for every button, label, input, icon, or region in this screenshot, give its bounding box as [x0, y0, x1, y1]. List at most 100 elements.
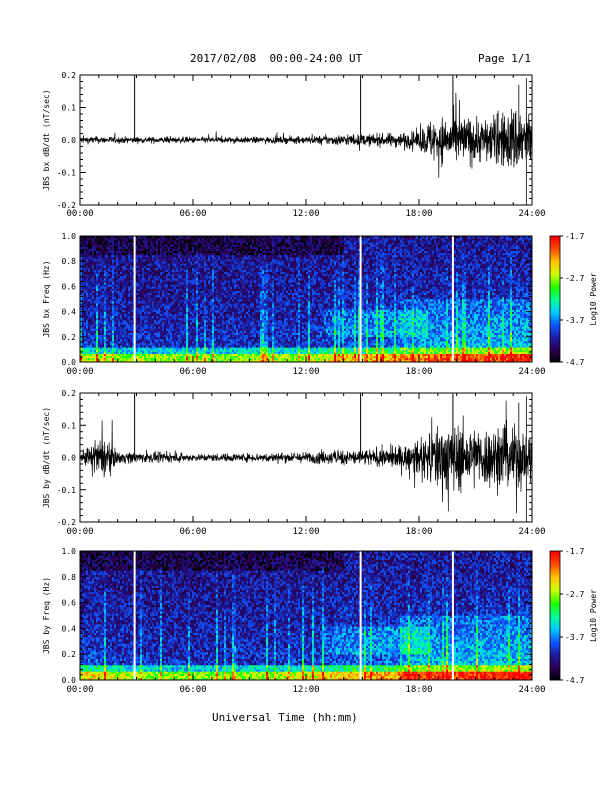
colorbar-step: [550, 643, 560, 646]
y-tick-label: 0.0: [62, 676, 77, 685]
colorbar-step: [550, 566, 560, 569]
colorbar-step: [550, 617, 560, 621]
colorbar-step: [550, 591, 560, 595]
y-tick-label: 0.0: [62, 358, 77, 367]
colorbar-step: [550, 604, 560, 608]
colorbar-step: [550, 315, 560, 319]
colorbar-step: [550, 336, 560, 340]
colorbar-step: [550, 581, 560, 584]
colorbar-step: [550, 240, 560, 243]
colorbar-step: [550, 576, 560, 580]
colorbar-step: [550, 639, 560, 642]
spectrogram-cells: [80, 551, 533, 681]
y-tick-label: -0.2: [57, 518, 76, 527]
y-tick-label: -0.1: [57, 486, 76, 495]
colorbar-step: [550, 301, 560, 304]
colorbar-step: [550, 619, 560, 623]
colorbar-step: [550, 290, 560, 294]
colorbar-step: [550, 349, 560, 352]
colorbar-step: [550, 313, 560, 317]
dbdt-trace: [79, 400, 533, 514]
colorbar-step: [550, 583, 560, 586]
colorbar-tick-label: -1.7: [565, 547, 584, 556]
colorbar-step: [550, 621, 560, 625]
colorbar-step: [550, 359, 560, 363]
y-tick-label: 0.0: [62, 136, 77, 145]
colorbar-step: [550, 341, 560, 344]
x-tick-label: 18:00: [405, 367, 432, 377]
colorbar-label: Log10 Power: [589, 272, 598, 325]
colorbar-step: [550, 257, 560, 260]
colorbar-step: [550, 347, 560, 350]
x-tick-label: 06:00: [179, 209, 206, 219]
colorbar-step: [550, 282, 560, 285]
colorbar-step: [550, 667, 560, 670]
colorbar-step: [550, 587, 560, 591]
y-tick-label: -0.1: [57, 169, 76, 178]
colorbar-step: [550, 303, 560, 306]
x-tick-label: 24:00: [518, 367, 545, 377]
by-spectrogram-panel: -1.7 -2.7 -3.7 -4.7 Log10 Power 00:00 06:00 12:…: [42, 547, 598, 695]
x-tick-label: 24:00: [518, 527, 545, 537]
data-gap: [359, 551, 362, 680]
colorbar-step: [550, 626, 560, 629]
y-axis-label: JBS bx dB/dt (nT/sec): [42, 89, 51, 190]
colorbar-step: [550, 664, 560, 668]
colorbar-step: [550, 656, 560, 659]
colorbar-step: [550, 602, 560, 606]
y-tick-label: 0.8: [62, 257, 77, 266]
colorbar-step: [550, 634, 560, 638]
colorbar-step: [550, 555, 560, 558]
x-tick-label: 18:00: [405, 209, 432, 219]
y-tick-label: 1.0: [62, 232, 77, 241]
colorbar-step: [550, 248, 560, 252]
y-tick-label: -0.2: [57, 201, 76, 210]
colorbar-tick-label: -1.7: [565, 232, 584, 241]
colorbar-step: [550, 677, 560, 681]
colorbar-step: [550, 585, 560, 588]
colorbar-tick-label: -3.7: [565, 316, 584, 325]
colorbar-step: [550, 278, 560, 281]
colorbar-step: [550, 265, 560, 268]
colorbar-step: [550, 322, 560, 325]
colorbar-tick-label: -4.7: [565, 676, 584, 685]
y-tick-label: 0.8: [62, 573, 77, 582]
colorbar-step: [550, 637, 560, 640]
figure-title: 2017/02/08 00:00-24:00 UT: [190, 52, 362, 65]
colorbar-step: [550, 589, 560, 593]
y-tick-label: 0.4: [62, 624, 77, 633]
colorbar-step: [550, 570, 560, 573]
colorbar-step: [550, 559, 560, 563]
data-gap: [451, 551, 454, 680]
x-tick-label: 00:00: [66, 209, 93, 219]
data-gap: [451, 236, 454, 362]
colorbar-step: [550, 561, 560, 565]
colorbar-step: [550, 338, 560, 342]
colorbar-step: [550, 557, 560, 560]
data-gap: [359, 236, 362, 362]
y-tick-label: 0.4: [62, 308, 77, 317]
page-indicator: Page 1/1: [478, 52, 531, 65]
colorbar-step: [550, 238, 560, 241]
y-tick-label: 0.2: [62, 650, 77, 659]
colorbar-step: [550, 326, 560, 329]
colorbar-step: [550, 654, 560, 657]
x-tick-label: 12:00: [292, 367, 319, 377]
colorbar-step: [550, 250, 560, 254]
colorbar-step: [550, 613, 560, 616]
colorbar-step: [550, 317, 560, 321]
y-axis-label: JBS bx Freq (Hz): [42, 260, 51, 337]
colorbar-step: [550, 273, 560, 277]
x-tick-label: 06:00: [179, 527, 206, 537]
colorbar-step: [550, 658, 560, 662]
colorbar-step: [550, 551, 560, 554]
colorbar-step: [550, 261, 560, 264]
y-tick-label: 0.6: [62, 282, 77, 291]
colorbar-step: [550, 563, 560, 567]
colorbar-step: [550, 254, 560, 258]
data-gap: [133, 236, 136, 362]
y-tick-label: 0.2: [62, 333, 77, 342]
x-tick-label: 00:00: [66, 367, 93, 377]
colorbar-step: [550, 269, 560, 273]
colorbar-step: [550, 309, 560, 312]
